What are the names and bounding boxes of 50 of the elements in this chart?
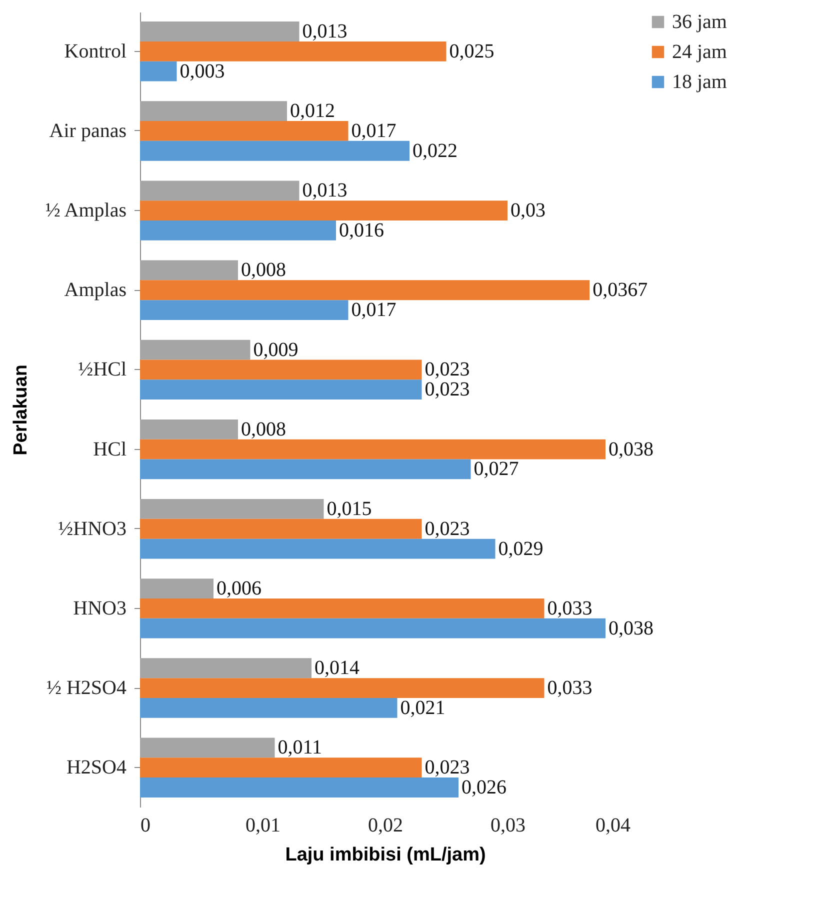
y-tick-label: ½HCl bbox=[78, 358, 127, 381]
data-label: 0,013 bbox=[302, 20, 348, 42]
x-axis-title: Laju imbibisi (mL/jam) bbox=[285, 844, 486, 866]
data-label: 0,033 bbox=[547, 677, 592, 700]
data-label: 0,014 bbox=[314, 657, 360, 680]
data-label: 0,011 bbox=[278, 736, 322, 759]
y-tick-label: ½ Amplas bbox=[45, 200, 127, 222]
x-tick-label: 0,02 bbox=[368, 814, 403, 836]
data-label: 0,013 bbox=[302, 180, 348, 202]
data-label: 0,026 bbox=[462, 776, 506, 799]
data-label: 0,023 bbox=[424, 756, 470, 779]
y-tick-label: ½ H2SO4 bbox=[46, 677, 126, 700]
y-tick-label: ½HNO3 bbox=[58, 518, 126, 540]
data-label: 0,038 bbox=[608, 617, 654, 640]
data-label: 0,016 bbox=[339, 219, 384, 242]
data-label: 0,021 bbox=[400, 696, 446, 719]
data-label: 0,027 bbox=[474, 458, 519, 480]
y-tick-label: H2SO4 bbox=[66, 756, 126, 779]
data-label: 0,022 bbox=[412, 140, 458, 162]
data-label: 0,008 bbox=[241, 259, 286, 282]
data-label: 0,03 bbox=[510, 200, 546, 222]
y-tick-label: Kontrol bbox=[64, 40, 127, 62]
data-label: 0,017 bbox=[351, 299, 396, 322]
data-label: 0,015 bbox=[326, 498, 372, 520]
x-tick-label: 0 bbox=[140, 814, 150, 836]
data-label: 0,025 bbox=[449, 40, 494, 62]
y-tick-label: HCl bbox=[93, 438, 127, 460]
data-label: 0,006 bbox=[216, 578, 262, 600]
data-label: 0,003 bbox=[180, 60, 225, 82]
x-tick-label: 0,04 bbox=[596, 814, 630, 836]
data-label: 0,008 bbox=[241, 418, 286, 440]
data-label: 0,023 bbox=[424, 358, 470, 381]
x-tick-label: 0,01 bbox=[246, 814, 280, 836]
data-label: 0,029 bbox=[498, 538, 544, 560]
y-tick-label: Air panas bbox=[49, 120, 127, 142]
data-label: 0,023 bbox=[424, 518, 470, 540]
legend-label: 36 jam bbox=[672, 11, 728, 33]
y-tick-label: Amplas bbox=[64, 279, 127, 302]
data-label: 0,033 bbox=[547, 597, 592, 620]
y-tick-label: HNO3 bbox=[73, 597, 126, 620]
data-label: 0,023 bbox=[424, 378, 470, 401]
data-label: 0,017 bbox=[351, 120, 396, 142]
data-label: 0,0367 bbox=[592, 279, 648, 302]
legend-label: 18 jam bbox=[672, 71, 728, 93]
data-label: 0,038 bbox=[608, 438, 654, 460]
legend-label: 24 jam bbox=[672, 41, 728, 63]
y-axis-title: Perlakuan bbox=[10, 364, 32, 456]
data-label: 0,009 bbox=[253, 338, 298, 361]
data-label: 0,012 bbox=[290, 100, 335, 122]
x-tick-label: 0,03 bbox=[490, 814, 526, 836]
